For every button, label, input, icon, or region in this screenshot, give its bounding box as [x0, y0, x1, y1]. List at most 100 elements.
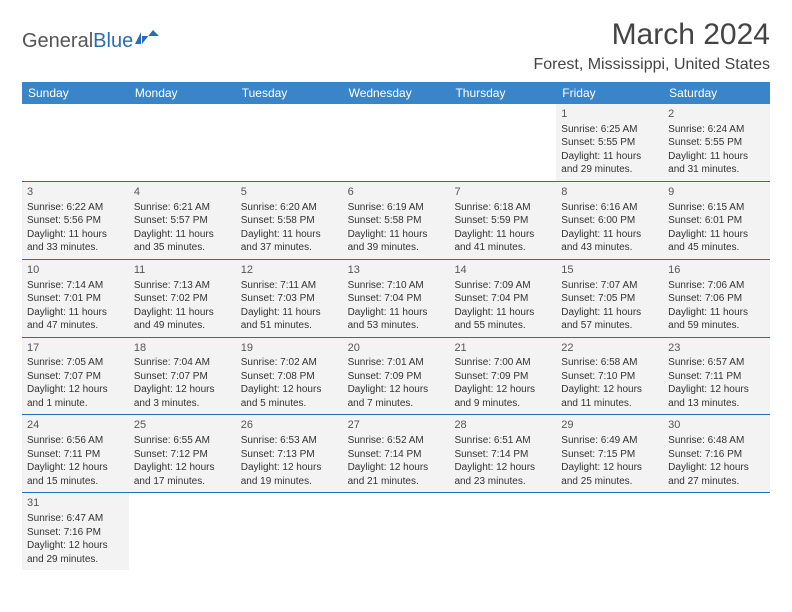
- day-cell-15: 15Sunrise: 7:07 AMSunset: 7:05 PMDayligh…: [556, 260, 663, 337]
- sunset-line: Sunset: 5:57 PM: [134, 214, 231, 228]
- daylight-line-2: and 9 minutes.: [454, 397, 551, 411]
- sunrise-line: Sunrise: 7:11 AM: [241, 279, 338, 293]
- day-number: 31: [27, 496, 124, 511]
- sunrise-line: Sunrise: 6:47 AM: [27, 512, 124, 526]
- day-cell-6: 6Sunrise: 6:19 AMSunset: 5:58 PMDaylight…: [343, 182, 450, 259]
- sunset-line: Sunset: 7:14 PM: [348, 448, 445, 462]
- daylight-line-2: and 55 minutes.: [454, 319, 551, 333]
- sunrise-line: Sunrise: 6:57 AM: [668, 356, 765, 370]
- daylight-line-2: and 11 minutes.: [561, 397, 658, 411]
- logo: GeneralBlue: [22, 18, 161, 53]
- sunset-line: Sunset: 7:10 PM: [561, 370, 658, 384]
- week-row: 17Sunrise: 7:05 AMSunset: 7:07 PMDayligh…: [22, 338, 770, 416]
- sunset-line: Sunset: 6:00 PM: [561, 214, 658, 228]
- sunrise-line: Sunrise: 7:13 AM: [134, 279, 231, 293]
- daylight-line-2: and 49 minutes.: [134, 319, 231, 333]
- day-cell-7: 7Sunrise: 6:18 AMSunset: 5:59 PMDaylight…: [449, 182, 556, 259]
- sunset-line: Sunset: 5:59 PM: [454, 214, 551, 228]
- day-cell-13: 13Sunrise: 7:10 AMSunset: 7:04 PMDayligh…: [343, 260, 450, 337]
- sunset-line: Sunset: 7:01 PM: [27, 292, 124, 306]
- daylight-line-2: and 17 minutes.: [134, 475, 231, 489]
- daylight-line-1: Daylight: 11 hours: [241, 228, 338, 242]
- day-cell-12: 12Sunrise: 7:11 AMSunset: 7:03 PMDayligh…: [236, 260, 343, 337]
- sunset-line: Sunset: 5:58 PM: [241, 214, 338, 228]
- week-row: 31Sunrise: 6:47 AMSunset: 7:16 PMDayligh…: [22, 493, 770, 570]
- daylight-line-1: Daylight: 12 hours: [668, 383, 765, 397]
- sunrise-line: Sunrise: 7:07 AM: [561, 279, 658, 293]
- sunrise-line: Sunrise: 6:52 AM: [348, 434, 445, 448]
- day-cell-empty: [556, 493, 663, 570]
- logo-text-general: General: [22, 30, 93, 53]
- calendar: SundayMondayTuesdayWednesdayThursdayFrid…: [22, 82, 770, 570]
- day-number: 6: [348, 185, 445, 200]
- sunrise-line: Sunrise: 6:19 AM: [348, 201, 445, 215]
- day-number: 3: [27, 185, 124, 200]
- day-cell-19: 19Sunrise: 7:02 AMSunset: 7:08 PMDayligh…: [236, 338, 343, 415]
- sunrise-line: Sunrise: 6:48 AM: [668, 434, 765, 448]
- weekday-wednesday: Wednesday: [343, 82, 450, 104]
- day-cell-empty: [343, 104, 450, 181]
- daylight-line-1: Daylight: 12 hours: [27, 461, 124, 475]
- daylight-line-1: Daylight: 11 hours: [668, 306, 765, 320]
- sunrise-line: Sunrise: 6:58 AM: [561, 356, 658, 370]
- sunrise-line: Sunrise: 7:00 AM: [454, 356, 551, 370]
- daylight-line-2: and 37 minutes.: [241, 241, 338, 255]
- day-cell-31: 31Sunrise: 6:47 AMSunset: 7:16 PMDayligh…: [22, 493, 129, 570]
- daylight-line-1: Daylight: 12 hours: [134, 383, 231, 397]
- sunrise-line: Sunrise: 7:06 AM: [668, 279, 765, 293]
- day-number: 4: [134, 185, 231, 200]
- daylight-line-1: Daylight: 12 hours: [241, 461, 338, 475]
- title-block: March 2024 Forest, Mississippi, United S…: [533, 18, 770, 74]
- daylight-line-1: Daylight: 12 hours: [27, 539, 124, 553]
- day-cell-5: 5Sunrise: 6:20 AMSunset: 5:58 PMDaylight…: [236, 182, 343, 259]
- daylight-line-2: and 51 minutes.: [241, 319, 338, 333]
- day-number: 20: [348, 341, 445, 356]
- day-cell-27: 27Sunrise: 6:52 AMSunset: 7:14 PMDayligh…: [343, 415, 450, 492]
- day-number: 18: [134, 341, 231, 356]
- calendar-body: 1Sunrise: 6:25 AMSunset: 5:55 PMDaylight…: [22, 104, 770, 570]
- daylight-line-2: and 13 minutes.: [668, 397, 765, 411]
- day-cell-empty: [449, 104, 556, 181]
- daylight-line-1: Daylight: 11 hours: [454, 228, 551, 242]
- day-cell-18: 18Sunrise: 7:04 AMSunset: 7:07 PMDayligh…: [129, 338, 236, 415]
- daylight-line-2: and 47 minutes.: [27, 319, 124, 333]
- daylight-line-1: Daylight: 11 hours: [348, 306, 445, 320]
- day-number: 23: [668, 341, 765, 356]
- sunset-line: Sunset: 7:08 PM: [241, 370, 338, 384]
- daylight-line-2: and 7 minutes.: [348, 397, 445, 411]
- day-number: 9: [668, 185, 765, 200]
- sunrise-line: Sunrise: 6:55 AM: [134, 434, 231, 448]
- day-number: 28: [454, 418, 551, 433]
- header: GeneralBlue March 2024 Forest, Mississip…: [22, 18, 770, 74]
- sunrise-line: Sunrise: 6:21 AM: [134, 201, 231, 215]
- sunset-line: Sunset: 7:09 PM: [348, 370, 445, 384]
- day-cell-4: 4Sunrise: 6:21 AMSunset: 5:57 PMDaylight…: [129, 182, 236, 259]
- daylight-line-1: Daylight: 12 hours: [668, 461, 765, 475]
- sunset-line: Sunset: 7:04 PM: [348, 292, 445, 306]
- daylight-line-1: Daylight: 12 hours: [561, 461, 658, 475]
- sunset-line: Sunset: 6:01 PM: [668, 214, 765, 228]
- sunset-line: Sunset: 7:16 PM: [27, 526, 124, 540]
- daylight-line-2: and 35 minutes.: [134, 241, 231, 255]
- day-number: 29: [561, 418, 658, 433]
- day-cell-empty: [343, 493, 450, 570]
- day-cell-17: 17Sunrise: 7:05 AMSunset: 7:07 PMDayligh…: [22, 338, 129, 415]
- daylight-line-1: Daylight: 12 hours: [348, 461, 445, 475]
- sunset-line: Sunset: 5:55 PM: [668, 136, 765, 150]
- logo-text-blue: Blue: [93, 30, 133, 53]
- weekday-friday: Friday: [556, 82, 663, 104]
- day-cell-29: 29Sunrise: 6:49 AMSunset: 7:15 PMDayligh…: [556, 415, 663, 492]
- sunset-line: Sunset: 7:15 PM: [561, 448, 658, 462]
- day-number: 17: [27, 341, 124, 356]
- daylight-line-2: and 29 minutes.: [27, 553, 124, 567]
- sunset-line: Sunset: 7:12 PM: [134, 448, 231, 462]
- day-cell-empty: [236, 493, 343, 570]
- sunrise-line: Sunrise: 6:25 AM: [561, 123, 658, 137]
- day-number: 10: [27, 263, 124, 278]
- daylight-line-1: Daylight: 12 hours: [454, 383, 551, 397]
- day-cell-20: 20Sunrise: 7:01 AMSunset: 7:09 PMDayligh…: [343, 338, 450, 415]
- sunrise-line: Sunrise: 7:09 AM: [454, 279, 551, 293]
- day-number: 24: [27, 418, 124, 433]
- sunset-line: Sunset: 5:58 PM: [348, 214, 445, 228]
- sunrise-line: Sunrise: 7:04 AM: [134, 356, 231, 370]
